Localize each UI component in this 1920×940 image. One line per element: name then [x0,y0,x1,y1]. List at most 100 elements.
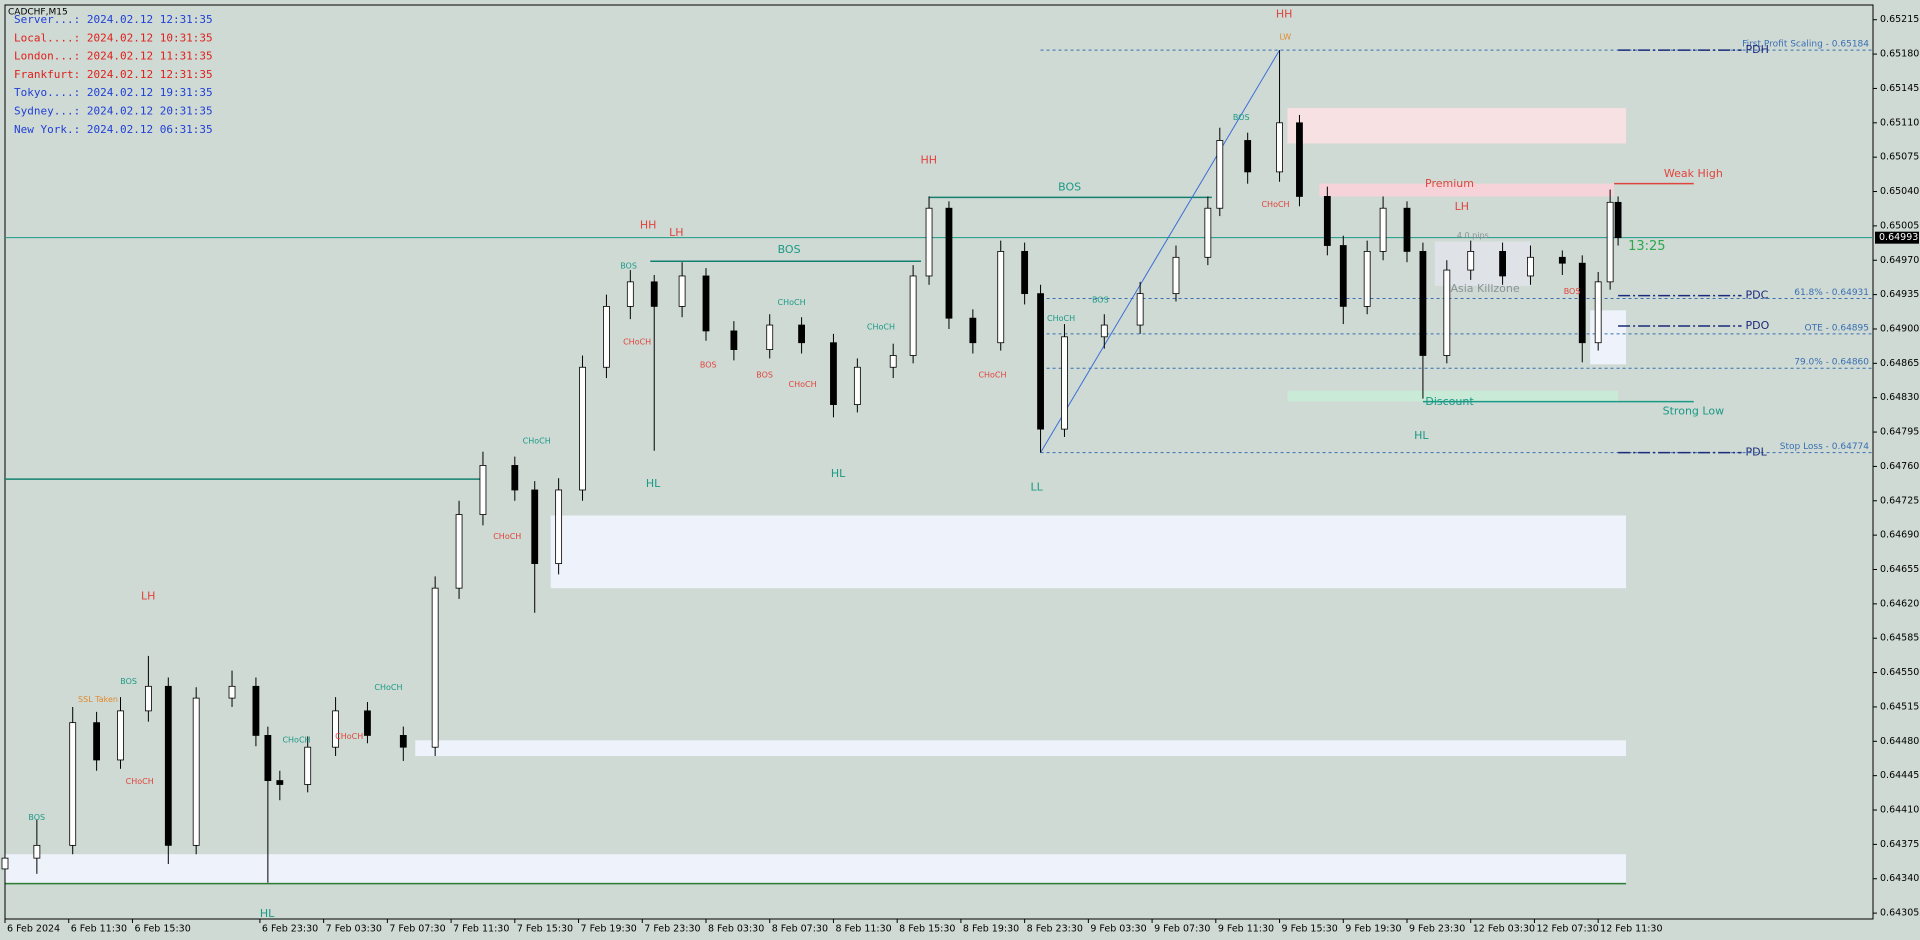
zone [550,515,1627,589]
candle-body [766,324,774,350]
y-tick-label: 0.65110 [1880,117,1919,128]
x-tick-label: 8 Feb 23:30 [1027,924,1083,935]
x-tick-label: 9 Feb 03:30 [1090,924,1146,935]
candle-body [69,722,77,846]
candle-body [730,330,738,350]
y-tick-label: 0.64935 [1880,289,1919,300]
candle-body [1204,207,1212,258]
candle-body [276,780,284,785]
x-tick-label: 6 Feb 11:30 [71,924,127,935]
candle-body [678,275,686,307]
candle-body [650,281,658,307]
x-tick-label: 9 Feb 11:30 [1218,924,1274,935]
annotation: LL [1030,481,1043,494]
candle-body [997,251,1005,344]
candle-body [853,366,861,405]
annotation: BOS [1058,180,1081,193]
zone [1319,183,1615,197]
x-tick-label: 12 Feb 03:30 [1473,924,1535,935]
annotation: SSL Taken [78,695,118,704]
annotation: BOS [1092,296,1109,305]
clock-label: New York.: 2024.02.12 06:31:35 [14,123,213,136]
candle-body [945,207,953,319]
clock-label: Server...: 2024.02.12 12:31:35 [14,13,213,26]
candle-body [1419,251,1427,356]
annotation: HH [921,154,938,167]
candle-body [909,275,917,356]
candle-body [1136,293,1144,326]
candle-body [1403,207,1411,252]
annotation: BOS [28,813,45,822]
candle-body [479,465,487,515]
x-tick-label: 9 Feb 19:30 [1345,924,1401,935]
symbol-label: CADCHF,M15 [8,8,68,18]
candle-body [925,207,933,277]
annotation: Discount [1425,395,1474,408]
key-level-label: PDH [1746,43,1769,56]
y-tick-label: 0.65040 [1880,186,1919,197]
candle-body [889,355,897,368]
y-tick-label: 0.64690 [1880,530,1919,541]
y-tick-label: 0.64620 [1880,598,1919,609]
fib-label: OTE - 0.64895 [1805,323,1869,333]
candle-body [332,710,339,748]
y-tick-label: 0.64830 [1880,392,1919,403]
candle-body [364,710,371,736]
candle-body [431,587,439,748]
y-tick-label: 0.64550 [1880,667,1919,678]
candle-body [579,366,586,491]
x-tick-label: 9 Feb 23:30 [1409,924,1465,935]
candle-body [33,844,41,859]
candle-body [1172,256,1180,295]
annotation: BOS [700,361,717,370]
fib-label: Stop Loss - 0.64774 [1780,442,1870,452]
candle-body [626,281,634,307]
x-tick-label: 7 Feb 15:30 [517,924,573,935]
clock-label: Frankfurt: 2024.02.12 12:31:35 [14,68,213,81]
x-tick-label: 8 Feb 03:30 [708,924,764,935]
x-tick-label: 6 Feb 2024 [7,924,60,935]
y-tick-label: 0.64340 [1880,873,1919,884]
annotation: CHoCH [1261,200,1289,209]
y-tick-label: 0.64305 [1880,908,1919,919]
annotation: 4.0 pips [1457,231,1489,240]
annotation: BOS [120,677,137,686]
candle-body [399,735,407,748]
candle-body [304,746,312,785]
candle-body [555,489,563,565]
candle-body [252,685,260,736]
annotation: HH [1276,8,1293,21]
fib-label: 79.0% - 0.64860 [1794,358,1869,368]
candle-body [1037,293,1044,430]
candle-body [93,722,101,761]
candle-body [1594,281,1602,344]
candle-body [1443,269,1451,356]
y-tick-label: 0.64515 [1880,701,1919,712]
zone [1287,390,1619,402]
x-tick-label: 6 Feb 23:30 [262,924,318,935]
x-tick-label: 7 Feb 07:30 [389,924,445,935]
x-tick-label: 12 Feb 11:30 [1600,924,1662,935]
annotation: CHoCH [374,683,402,692]
annotation: LH [141,590,155,603]
candle-body [455,514,463,589]
annotation: Strong Low [1663,405,1724,418]
y-tick-label: 0.64410 [1880,805,1919,816]
annotation: Premium [1425,177,1474,190]
y-tick-label: 0.64900 [1880,323,1919,334]
annotation: LH [669,226,683,239]
key-level-label: PDL [1746,446,1768,459]
candle-body [1558,256,1566,264]
y-tick-label: 0.64970 [1880,255,1919,266]
candle-body [1100,324,1108,338]
candle-body [830,342,837,405]
candle-body [531,489,539,565]
candle-body [1061,336,1068,430]
candle-body [1339,245,1347,307]
zone [5,854,1627,883]
y-tick-label: 0.65145 [1880,83,1919,94]
y-tick-label: 0.64725 [1880,495,1919,506]
x-tick-label: 7 Feb 11:30 [453,924,509,935]
candle-body [1,857,9,870]
y-tick-label: 0.65075 [1880,152,1919,163]
